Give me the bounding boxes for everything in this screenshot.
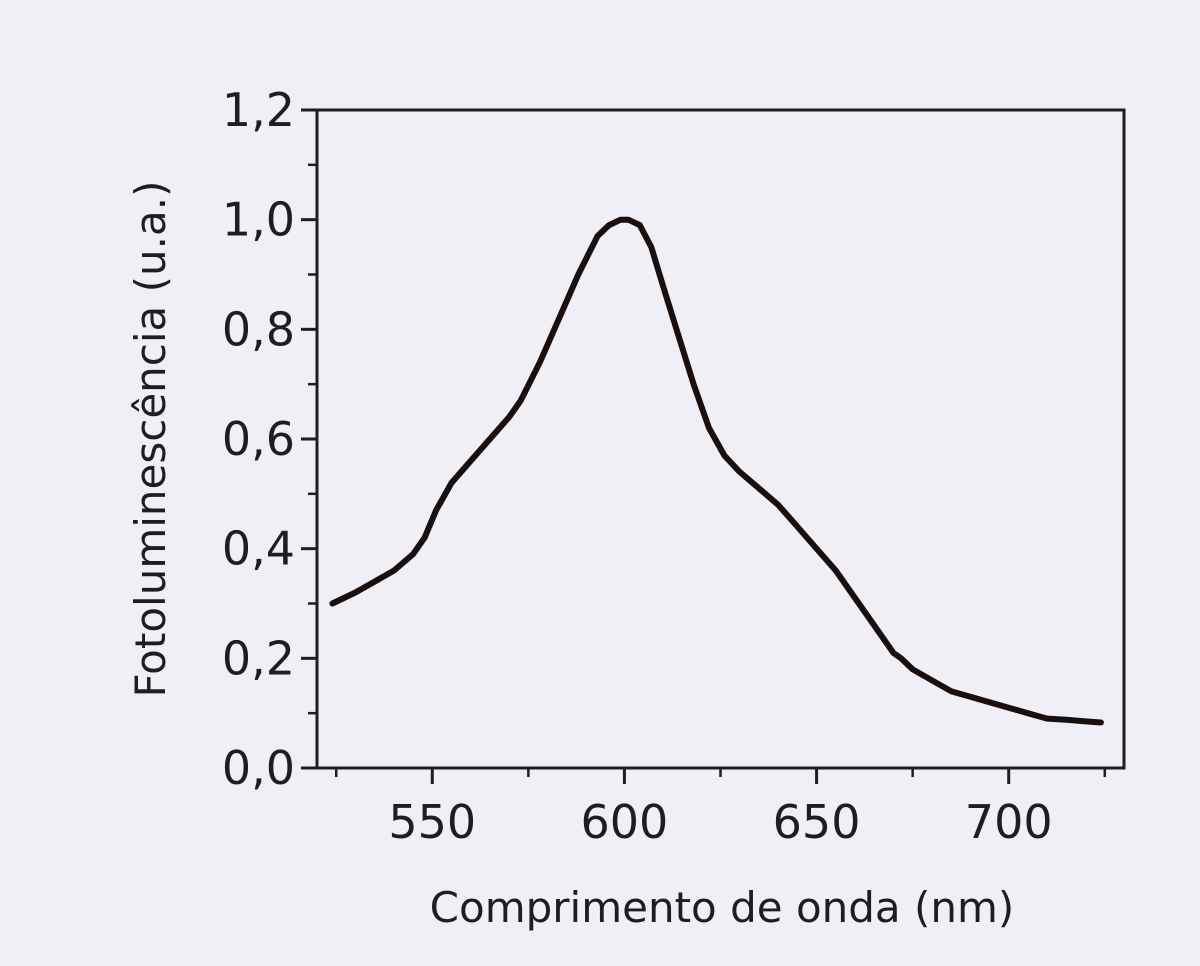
y-tick-label: 1,2 — [222, 83, 295, 137]
y-tick-label: 1,0 — [222, 193, 295, 247]
y-tick-label: 0,2 — [222, 631, 295, 685]
x-tick-label: 550 — [388, 795, 476, 849]
x-tick-label: 650 — [773, 795, 861, 849]
y-tick-label: 0,6 — [222, 412, 295, 466]
x-tick-label: 600 — [581, 795, 669, 849]
x-axis-ticks: 550 600 650 700 — [334, 768, 1107, 849]
x-axis-label: Comprimento de onda (nm) — [430, 883, 1015, 932]
series-line — [329, 216, 1104, 726]
plot-frame — [315, 108, 1126, 770]
y-tick-label: 0,8 — [222, 302, 295, 356]
y-tick-label: 0,4 — [222, 522, 295, 576]
y-tick-label: 0,0 — [222, 741, 295, 795]
y-axis-ticks: 0,0 0,2 0,4 0,6 0,8 1,0 1,2 — [222, 83, 317, 795]
y-axis-label: Fotoluminescência (u.a.) — [126, 181, 175, 698]
x-tick-label: 700 — [965, 795, 1053, 849]
